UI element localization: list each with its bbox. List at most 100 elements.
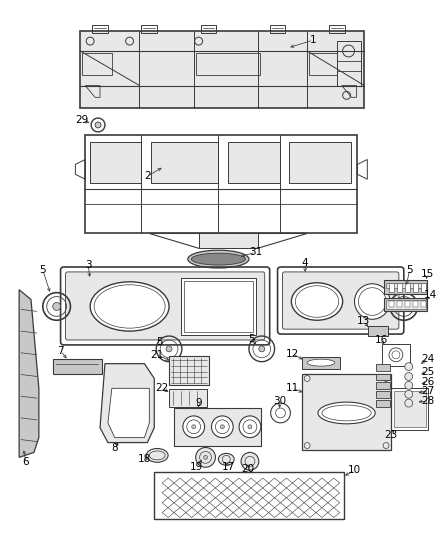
Ellipse shape bbox=[219, 454, 234, 465]
Text: 12: 12 bbox=[286, 349, 299, 359]
Bar bbox=[302, 357, 340, 369]
Text: 3: 3 bbox=[85, 260, 92, 270]
Text: 16: 16 bbox=[374, 335, 388, 345]
Text: 20: 20 bbox=[241, 464, 254, 474]
Ellipse shape bbox=[318, 402, 375, 424]
Circle shape bbox=[248, 425, 252, 429]
Circle shape bbox=[166, 346, 172, 352]
Text: 30: 30 bbox=[273, 396, 286, 406]
Bar bbox=[376, 400, 390, 407]
Circle shape bbox=[400, 303, 408, 310]
Bar bbox=[228, 142, 279, 183]
Bar bbox=[376, 364, 390, 370]
Circle shape bbox=[53, 303, 60, 310]
Bar bbox=[391, 389, 428, 430]
Text: 15: 15 bbox=[421, 269, 434, 279]
Text: 6: 6 bbox=[23, 457, 29, 467]
FancyBboxPatch shape bbox=[66, 272, 265, 340]
Polygon shape bbox=[108, 389, 149, 438]
Bar bbox=[397, 301, 402, 308]
Circle shape bbox=[212, 416, 233, 438]
Text: 26: 26 bbox=[421, 377, 434, 387]
Bar bbox=[309, 53, 339, 75]
Ellipse shape bbox=[291, 283, 343, 320]
Bar bbox=[413, 283, 417, 292]
Bar bbox=[82, 53, 112, 75]
Circle shape bbox=[259, 346, 265, 352]
Bar bbox=[199, 233, 258, 248]
Ellipse shape bbox=[90, 282, 169, 331]
Circle shape bbox=[220, 425, 224, 429]
Ellipse shape bbox=[188, 250, 249, 268]
Bar bbox=[92, 26, 108, 33]
Circle shape bbox=[95, 122, 101, 128]
Bar bbox=[80, 31, 364, 108]
Ellipse shape bbox=[191, 253, 246, 265]
Text: 17: 17 bbox=[222, 462, 235, 472]
Bar bbox=[384, 297, 427, 311]
Circle shape bbox=[405, 390, 413, 398]
Bar bbox=[141, 26, 157, 33]
Circle shape bbox=[239, 416, 261, 438]
Bar bbox=[376, 391, 390, 398]
Bar bbox=[368, 326, 388, 336]
Bar bbox=[270, 26, 286, 33]
Bar bbox=[405, 283, 410, 292]
Circle shape bbox=[405, 373, 413, 381]
Bar bbox=[397, 283, 402, 292]
Text: 13: 13 bbox=[357, 316, 370, 326]
Bar bbox=[386, 300, 425, 309]
Bar bbox=[201, 26, 216, 33]
Circle shape bbox=[405, 399, 413, 407]
Bar bbox=[337, 41, 361, 85]
Bar bbox=[384, 280, 427, 294]
Bar bbox=[376, 382, 390, 389]
Bar bbox=[154, 472, 344, 520]
Text: 23: 23 bbox=[385, 430, 398, 440]
Text: 4: 4 bbox=[302, 258, 308, 268]
Text: 19: 19 bbox=[190, 462, 203, 472]
Text: 22: 22 bbox=[155, 383, 169, 393]
Bar bbox=[53, 359, 102, 374]
Bar bbox=[386, 283, 425, 288]
Ellipse shape bbox=[146, 448, 168, 462]
Text: 5: 5 bbox=[249, 334, 255, 344]
Circle shape bbox=[204, 455, 208, 459]
Text: 5: 5 bbox=[406, 265, 413, 275]
Text: 24: 24 bbox=[421, 354, 434, 364]
Text: 14: 14 bbox=[424, 289, 437, 300]
Bar bbox=[169, 389, 207, 407]
Text: 1: 1 bbox=[310, 35, 316, 45]
Circle shape bbox=[196, 448, 215, 467]
Text: 5: 5 bbox=[156, 337, 162, 347]
Bar bbox=[389, 301, 394, 308]
Text: 29: 29 bbox=[76, 115, 89, 125]
Bar bbox=[196, 53, 260, 75]
Bar bbox=[151, 142, 219, 183]
Text: 10: 10 bbox=[348, 465, 361, 475]
Text: 25: 25 bbox=[421, 367, 434, 376]
Bar bbox=[420, 283, 425, 292]
Bar bbox=[169, 356, 208, 385]
Text: 2: 2 bbox=[144, 171, 151, 181]
Ellipse shape bbox=[307, 359, 335, 366]
Text: 28: 28 bbox=[421, 396, 434, 406]
Bar bbox=[405, 301, 410, 308]
Polygon shape bbox=[19, 289, 39, 457]
Circle shape bbox=[192, 425, 196, 429]
Text: 27: 27 bbox=[421, 386, 434, 396]
Bar bbox=[184, 281, 253, 332]
Text: 21: 21 bbox=[151, 350, 164, 360]
Circle shape bbox=[183, 416, 205, 438]
Bar bbox=[90, 142, 141, 183]
Bar bbox=[85, 135, 357, 233]
Text: 5: 5 bbox=[39, 265, 46, 275]
Polygon shape bbox=[100, 364, 154, 442]
Bar bbox=[420, 301, 425, 308]
Circle shape bbox=[354, 284, 390, 319]
Bar bbox=[329, 26, 345, 33]
Bar bbox=[174, 408, 261, 446]
Circle shape bbox=[405, 362, 413, 370]
Text: 9: 9 bbox=[195, 398, 202, 408]
Circle shape bbox=[405, 382, 413, 389]
